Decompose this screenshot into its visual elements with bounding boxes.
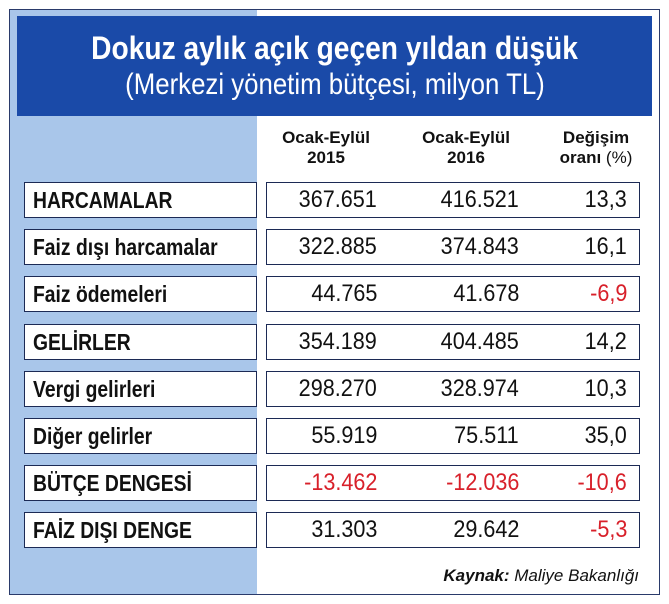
value-2016: 404.485 bbox=[387, 325, 519, 359]
row-label-text: FAİZ DIŞI DENGE bbox=[33, 516, 192, 543]
value-2015: -13.462 bbox=[267, 466, 377, 500]
value-change-text: -10,6 bbox=[577, 469, 627, 496]
row-values: 55.919 75.511 35,0 bbox=[266, 418, 640, 454]
row-values: 44.765 41.678 -6,9 bbox=[266, 276, 640, 312]
value-2015: 298.270 bbox=[267, 372, 377, 406]
value-2015-text: 298.270 bbox=[298, 375, 377, 402]
value-2015-text: 322.885 bbox=[298, 233, 377, 260]
value-change: -5,3 bbox=[529, 513, 627, 547]
row-label-text: HARCAMALAR bbox=[33, 186, 173, 213]
row-label: FAİZ DIŞI DENGE bbox=[24, 512, 257, 548]
value-2015: 354.189 bbox=[267, 325, 377, 359]
row-values: -13.462 -12.036 -10,6 bbox=[266, 465, 640, 501]
row-label: Faiz dışı harcamalar bbox=[24, 229, 257, 265]
row-values: 31.303 29.642 -5,3 bbox=[266, 512, 640, 548]
value-change: 10,3 bbox=[529, 372, 627, 406]
column-header-line: Ocak-Eylül bbox=[282, 128, 370, 147]
value-2016: 29.642 bbox=[387, 513, 519, 547]
value-change-text: 13,3 bbox=[584, 186, 627, 213]
value-2016: -12.036 bbox=[387, 466, 519, 500]
value-2015: 367.651 bbox=[267, 183, 377, 217]
row-values: 298.270 328.974 10,3 bbox=[266, 371, 640, 407]
value-change: -6,9 bbox=[529, 277, 627, 311]
value-2015-text: 31.303 bbox=[310, 516, 377, 543]
column-header-line: Değişim bbox=[562, 128, 630, 147]
column-header-change: Değişim oranı (%) bbox=[548, 128, 644, 168]
row-values: 367.651 416.521 13,3 bbox=[266, 182, 640, 218]
table-row: Diğer gelirler 55.919 75.511 35,0 bbox=[0, 418, 669, 454]
row-label: GELİRLER bbox=[24, 324, 257, 360]
value-change-text: -5,3 bbox=[589, 516, 627, 543]
value-2016-text: 374.843 bbox=[440, 233, 519, 260]
row-label-text: Diğer gelirler bbox=[33, 422, 153, 449]
value-change-text: 14,2 bbox=[584, 328, 627, 355]
value-2015-text: -13.462 bbox=[303, 469, 377, 496]
row-label-text: Faiz dışı harcamalar bbox=[33, 233, 218, 260]
column-header-line: 2016 bbox=[447, 148, 485, 167]
value-2015: 31.303 bbox=[267, 513, 377, 547]
source-note: Kaynak: Maliye Bakanlığı bbox=[443, 566, 639, 586]
column-header-2015: Ocak-Eylül 2015 bbox=[270, 128, 382, 168]
row-values: 322.885 374.843 16,1 bbox=[266, 229, 640, 265]
row-label: HARCAMALAR bbox=[24, 182, 257, 218]
value-change-text: -6,9 bbox=[589, 280, 627, 307]
value-2016: 374.843 bbox=[387, 230, 519, 264]
value-2015: 44.765 bbox=[267, 277, 377, 311]
value-2016: 328.974 bbox=[387, 372, 519, 406]
row-label: Diğer gelirler bbox=[24, 418, 257, 454]
source-label: Kaynak: bbox=[443, 566, 510, 585]
row-label: Faiz ödemeleri bbox=[24, 276, 257, 312]
row-label-text: Faiz ödemeleri bbox=[33, 280, 168, 307]
table-row: Faiz ödemeleri 44.765 41.678 -6,9 bbox=[0, 276, 669, 312]
column-header-2016: Ocak-Eylül 2016 bbox=[410, 128, 522, 168]
value-2015: 55.919 bbox=[267, 419, 377, 453]
table-row: Vergi gelirleri 298.270 328.974 10,3 bbox=[0, 371, 669, 407]
value-2015-text: 367.651 bbox=[298, 186, 377, 213]
value-2016: 416.521 bbox=[387, 183, 519, 217]
value-change: 35,0 bbox=[529, 419, 627, 453]
row-label-text: Vergi gelirleri bbox=[33, 375, 156, 402]
source-name: Maliye Bakanlığı bbox=[514, 566, 639, 585]
table-row: Faiz dışı harcamalar 322.885 374.843 16,1 bbox=[0, 229, 669, 265]
value-2016-text: 75.511 bbox=[454, 422, 519, 449]
column-header-line: Ocak-Eylül bbox=[422, 128, 510, 147]
value-change: -10,6 bbox=[529, 466, 627, 500]
table-row: HARCAMALAR 367.651 416.521 13,3 bbox=[0, 182, 669, 218]
value-2016: 75.511 bbox=[387, 419, 519, 453]
value-change-text: 35,0 bbox=[584, 422, 627, 449]
table-row: GELİRLER 354.189 404.485 14,2 bbox=[0, 324, 669, 360]
value-change: 16,1 bbox=[529, 230, 627, 264]
row-label-text: BÜTÇE DENGESİ bbox=[33, 469, 192, 496]
column-header-line: 2015 bbox=[307, 148, 345, 167]
value-2016-text: 328.974 bbox=[440, 375, 519, 402]
value-2016-text: 41.678 bbox=[452, 280, 519, 307]
value-2015-text: 44.765 bbox=[310, 280, 377, 307]
value-change-text: 16,1 bbox=[584, 233, 627, 260]
value-2016-text: 404.485 bbox=[440, 328, 519, 355]
value-2015-text: 55.919 bbox=[310, 422, 377, 449]
row-values: 354.189 404.485 14,2 bbox=[266, 324, 640, 360]
table-row: FAİZ DIŞI DENGE 31.303 29.642 -5,3 bbox=[0, 512, 669, 548]
value-2016-text: 29.642 bbox=[452, 516, 519, 543]
chart-title: Dokuz aylık açık geçen yıldan düşük bbox=[91, 30, 578, 66]
value-change: 14,2 bbox=[529, 325, 627, 359]
row-label: Vergi gelirleri bbox=[24, 371, 257, 407]
chart-subtitle: (Merkezi yönetim bütçesi, milyon TL) bbox=[124, 68, 545, 101]
table-row: BÜTÇE DENGESİ -13.462 -12.036 -10,6 bbox=[0, 465, 669, 501]
row-label: BÜTÇE DENGESİ bbox=[24, 465, 257, 501]
title-banner: Dokuz aylık açık geçen yıldan düşük (Mer… bbox=[17, 16, 652, 116]
column-header-unit: (%) bbox=[605, 148, 633, 167]
column-header-text: oranı bbox=[559, 148, 602, 167]
value-change: 13,3 bbox=[529, 183, 627, 217]
value-2016-text: 416.521 bbox=[440, 186, 519, 213]
row-label-text: GELİRLER bbox=[33, 328, 131, 355]
value-2016: 41.678 bbox=[387, 277, 519, 311]
value-change-text: 10,3 bbox=[584, 375, 627, 402]
value-2015-text: 354.189 bbox=[298, 328, 377, 355]
value-2016-text: -12.036 bbox=[445, 469, 519, 496]
value-2015: 322.885 bbox=[267, 230, 377, 264]
column-header-line: oranı (%) bbox=[548, 148, 644, 168]
